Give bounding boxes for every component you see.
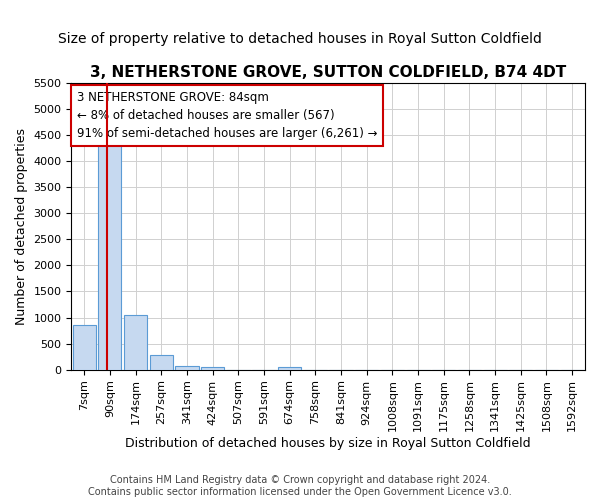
Bar bbox=[175, 366, 199, 370]
Bar bbox=[278, 367, 301, 370]
Bar bbox=[73, 326, 96, 370]
Text: Contains HM Land Registry data © Crown copyright and database right 2024.
Contai: Contains HM Land Registry data © Crown c… bbox=[88, 476, 512, 497]
Bar bbox=[150, 355, 173, 370]
Title: 3, NETHERSTONE GROVE, SUTTON COLDFIELD, B74 4DT: 3, NETHERSTONE GROVE, SUTTON COLDFIELD, … bbox=[90, 65, 566, 80]
Text: 3 NETHERSTONE GROVE: 84sqm
← 8% of detached houses are smaller (567)
91% of semi: 3 NETHERSTONE GROVE: 84sqm ← 8% of detac… bbox=[77, 91, 377, 140]
Text: Size of property relative to detached houses in Royal Sutton Coldfield: Size of property relative to detached ho… bbox=[58, 32, 542, 46]
X-axis label: Distribution of detached houses by size in Royal Sutton Coldfield: Distribution of detached houses by size … bbox=[125, 437, 531, 450]
Bar bbox=[98, 130, 121, 370]
Bar bbox=[201, 367, 224, 370]
Bar bbox=[124, 315, 147, 370]
Y-axis label: Number of detached properties: Number of detached properties bbox=[15, 128, 28, 324]
